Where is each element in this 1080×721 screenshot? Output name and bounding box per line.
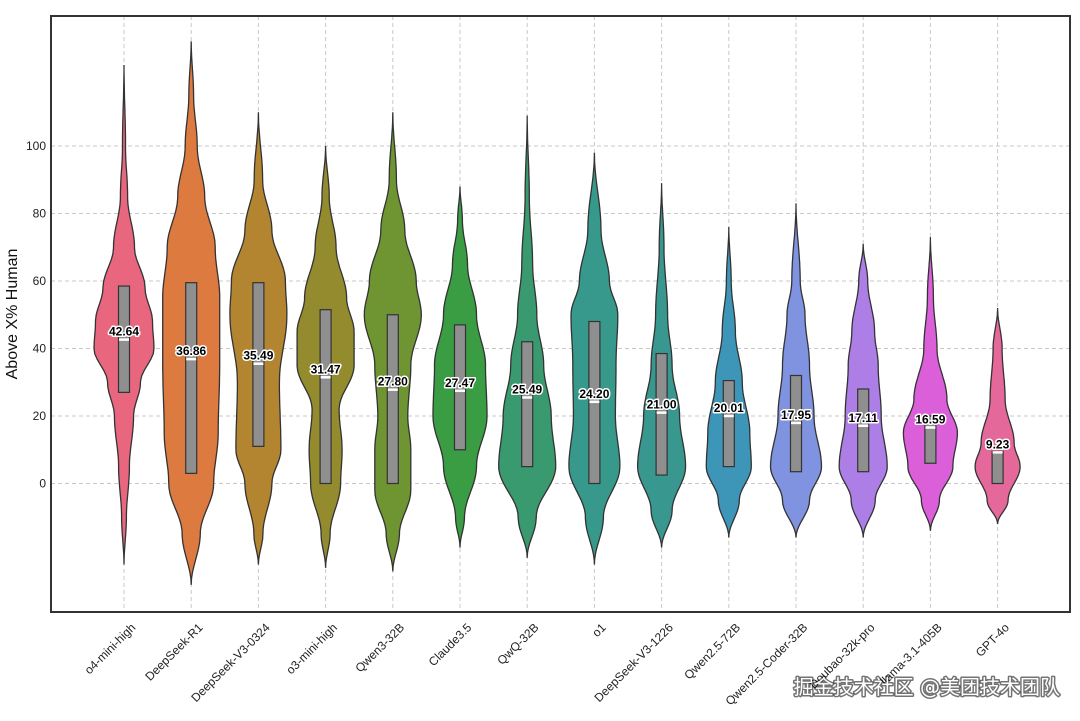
x-tick-label: QwQ-32B	[494, 620, 541, 667]
plot-frame	[50, 15, 1071, 613]
iqr-box-4	[319, 309, 332, 485]
mean-label-10: 20.01	[714, 401, 744, 415]
y-tick-label: 60	[33, 274, 47, 288]
x-tick-label: Claude3.5	[426, 620, 475, 669]
mean-label-2: 36.86	[176, 344, 206, 358]
y-tick-label: 0	[39, 477, 46, 491]
watermark: 掘金技术社区 @美团技术团队	[794, 675, 1060, 699]
mean-label-14: 9.23	[986, 437, 1010, 451]
mean-label-8: 24.20	[579, 387, 609, 401]
mean-label-11: 17.95	[781, 408, 811, 422]
iqr-box-13	[924, 415, 937, 464]
mean-label-7: 25.49	[512, 382, 542, 396]
iqr-box-14	[991, 450, 1004, 485]
violins	[93, 41, 1021, 585]
y-axis-label: Above X% Human	[4, 249, 21, 380]
x-tick-label: GPT-4o	[973, 620, 1012, 659]
iqr-box-9	[655, 352, 668, 476]
mean-label-5: 27.80	[378, 375, 408, 389]
iqr-box-12	[857, 388, 870, 473]
y-tick-label: 80	[33, 207, 47, 221]
x-tick-label: o3-mini-high	[283, 620, 340, 677]
x-tick-label: Qwen3-32B	[352, 620, 407, 675]
violin-13	[902, 237, 959, 531]
y-tick-labels: 0 20 40 60 80 100	[26, 139, 46, 491]
iqr-box-2	[185, 282, 198, 474]
mean-label-3: 35.49	[243, 349, 273, 363]
mean-label-13: 16.59	[915, 413, 945, 427]
y-tick-label: 40	[33, 342, 47, 356]
x-tick-label: o4-mini-high	[82, 620, 139, 677]
x-tick-label: Qwen2.5-72B	[681, 620, 743, 682]
x-tick-label: DeepSeek-R1	[142, 620, 205, 683]
mean-label-1: 42.64	[109, 325, 139, 339]
iqr-box-7	[521, 341, 534, 468]
violin-7	[498, 115, 557, 558]
mean-label-4: 31.47	[311, 362, 341, 376]
x-tick-label: o1	[589, 620, 609, 640]
iqr-box-5	[386, 314, 399, 485]
mean-label-6: 27.47	[445, 376, 475, 390]
mean-labels: 42.64 36.86 35.49 31.47 27.80 27.47 25.49 24.20…	[107, 323, 1011, 453]
mean-label-12: 17.11	[849, 411, 879, 425]
y-tick-label: 100	[26, 139, 46, 153]
mean-label-9: 21.00	[647, 398, 677, 412]
boxes	[117, 282, 1004, 485]
y-tick-label: 20	[33, 409, 47, 423]
violin-11	[769, 203, 823, 538]
violin-14	[974, 308, 1021, 525]
iqr-box-10	[722, 379, 735, 468]
iqr-box-6	[453, 324, 467, 451]
